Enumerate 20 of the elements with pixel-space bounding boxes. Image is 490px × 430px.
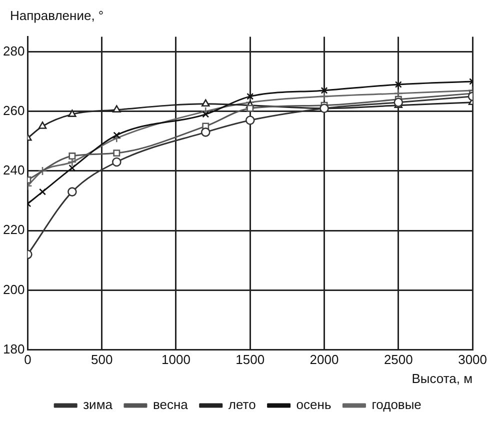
x-axis-title: Высота, м (412, 370, 473, 386)
y-tick-label: 260 (2, 102, 25, 118)
y-tick-label: 280 (2, 43, 25, 58)
y-axis-title: Направление, ° (9, 7, 105, 25)
legend-label: годовые (372, 397, 422, 412)
x-tick-label: 3000 (458, 352, 487, 368)
legend-label: весна (152, 397, 189, 412)
x-tick-label: 2000 (310, 352, 339, 368)
y-tick-label: 240 (2, 162, 25, 178)
y-tick-label: 200 (2, 282, 25, 297)
legend-label: зима (83, 397, 114, 412)
x-tick-label: 0 (24, 352, 32, 368)
x-tick-label: 2500 (384, 352, 413, 368)
x-tick-label: 1500 (236, 352, 265, 368)
y-tick-label: 220 (2, 222, 25, 238)
legend-label: осень (296, 397, 332, 412)
y-tick-label: 180 (2, 341, 25, 356)
x-tick-label: 500 (90, 352, 113, 368)
x-tick-label: 1000 (162, 352, 190, 368)
legend-label: лето (228, 397, 256, 412)
